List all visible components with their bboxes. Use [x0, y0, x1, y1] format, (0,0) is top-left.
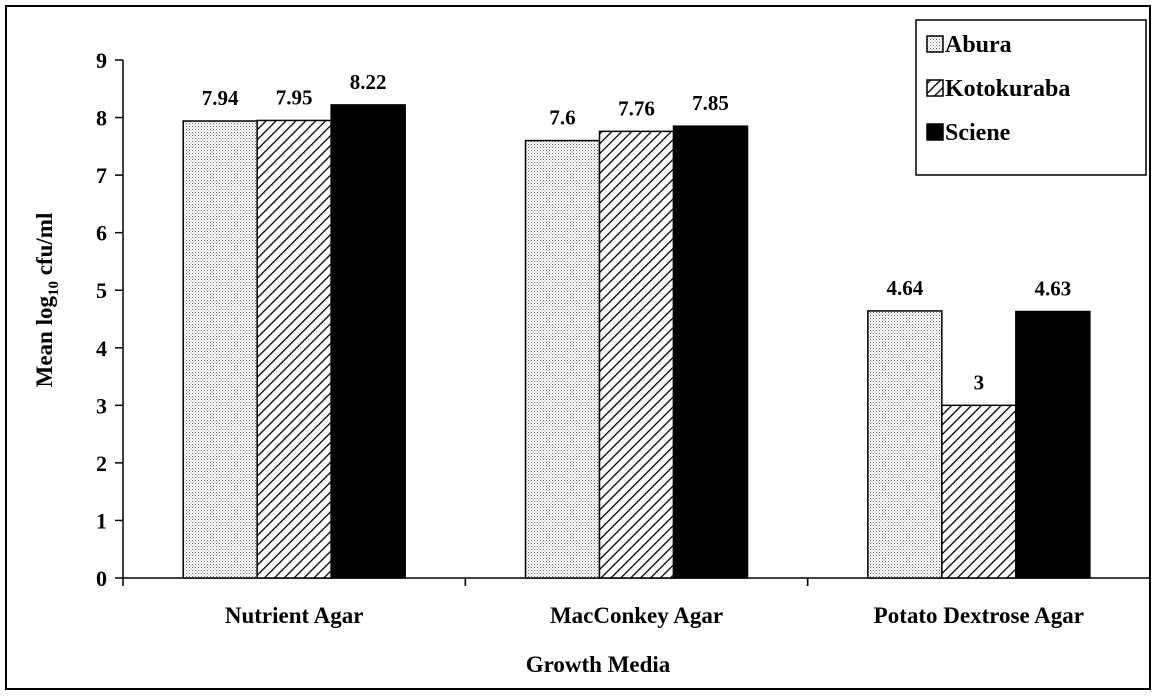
- bar-abura: [182, 120, 258, 579]
- bar-abura: [867, 310, 943, 579]
- data-label: 4.63: [1034, 277, 1071, 301]
- data-label: 7.95: [276, 85, 313, 109]
- bar-kotokuraba: [941, 404, 1017, 579]
- legend-label-sciene: Sciene: [945, 120, 1011, 146]
- legend: Abura Kotokuraba Sciene: [915, 19, 1147, 176]
- legend-swatch-abura: [926, 35, 944, 53]
- y-axis-label-prefix: Mean log: [32, 296, 57, 388]
- y-tick-label: 9: [96, 48, 107, 73]
- x-tick-label: Potato Dextrose Agar: [874, 603, 1084, 628]
- y-tick-label: 2: [96, 451, 107, 476]
- data-label: 3: [974, 370, 985, 394]
- y-axis-label: Mean log10 cfu/ml: [32, 213, 62, 388]
- y-tick-label: 1: [96, 508, 107, 533]
- data-label: 7.6: [549, 106, 575, 130]
- y-tick-label: 0: [96, 566, 107, 591]
- y-tick-label: 4: [96, 336, 107, 361]
- data-label: 7.85: [692, 91, 729, 115]
- y-tick-label: 5: [96, 278, 107, 303]
- bar-abura: [524, 139, 601, 579]
- bar-kotokuraba: [256, 119, 332, 579]
- plot-area: 0 1 2 3 4 5 6 7 8 9 7.94 7.95 8.22 Nutrient Agar 7.6 7.…: [96, 48, 1151, 628]
- y-tick-label: 7: [96, 163, 107, 188]
- x-tick-label: Nutrient Agar: [225, 603, 364, 628]
- y-tick-label: 3: [96, 393, 107, 418]
- y-axis-label-subscript: 10: [46, 281, 62, 296]
- bar-sciene: [330, 104, 406, 579]
- bar-sciene: [672, 125, 749, 579]
- y-tick-label: 6: [96, 221, 107, 246]
- legend-swatch-kotokuraba: [926, 79, 944, 97]
- y-tick-label: 8: [96, 106, 107, 131]
- bar-kotokuraba: [598, 130, 675, 579]
- data-label: 7.76: [618, 96, 655, 120]
- legend-label-abura: Abura: [945, 32, 1012, 58]
- y-axis-label-suffix: cfu/ml: [32, 213, 57, 281]
- chart-border: [5, 5, 1151, 690]
- x-tick-label: MacConkey Agar: [550, 603, 723, 628]
- data-label: 4.64: [886, 276, 923, 300]
- legend-box: [915, 19, 1147, 176]
- data-label: 7.94: [202, 86, 239, 110]
- bar-sciene: [1015, 310, 1091, 579]
- legend-swatch-sciene: [926, 123, 944, 141]
- x-axis-label: Growth Media: [526, 652, 671, 677]
- legend-label-kotokuraba: Kotokuraba: [945, 76, 1070, 102]
- data-label: 8.22: [350, 70, 387, 94]
